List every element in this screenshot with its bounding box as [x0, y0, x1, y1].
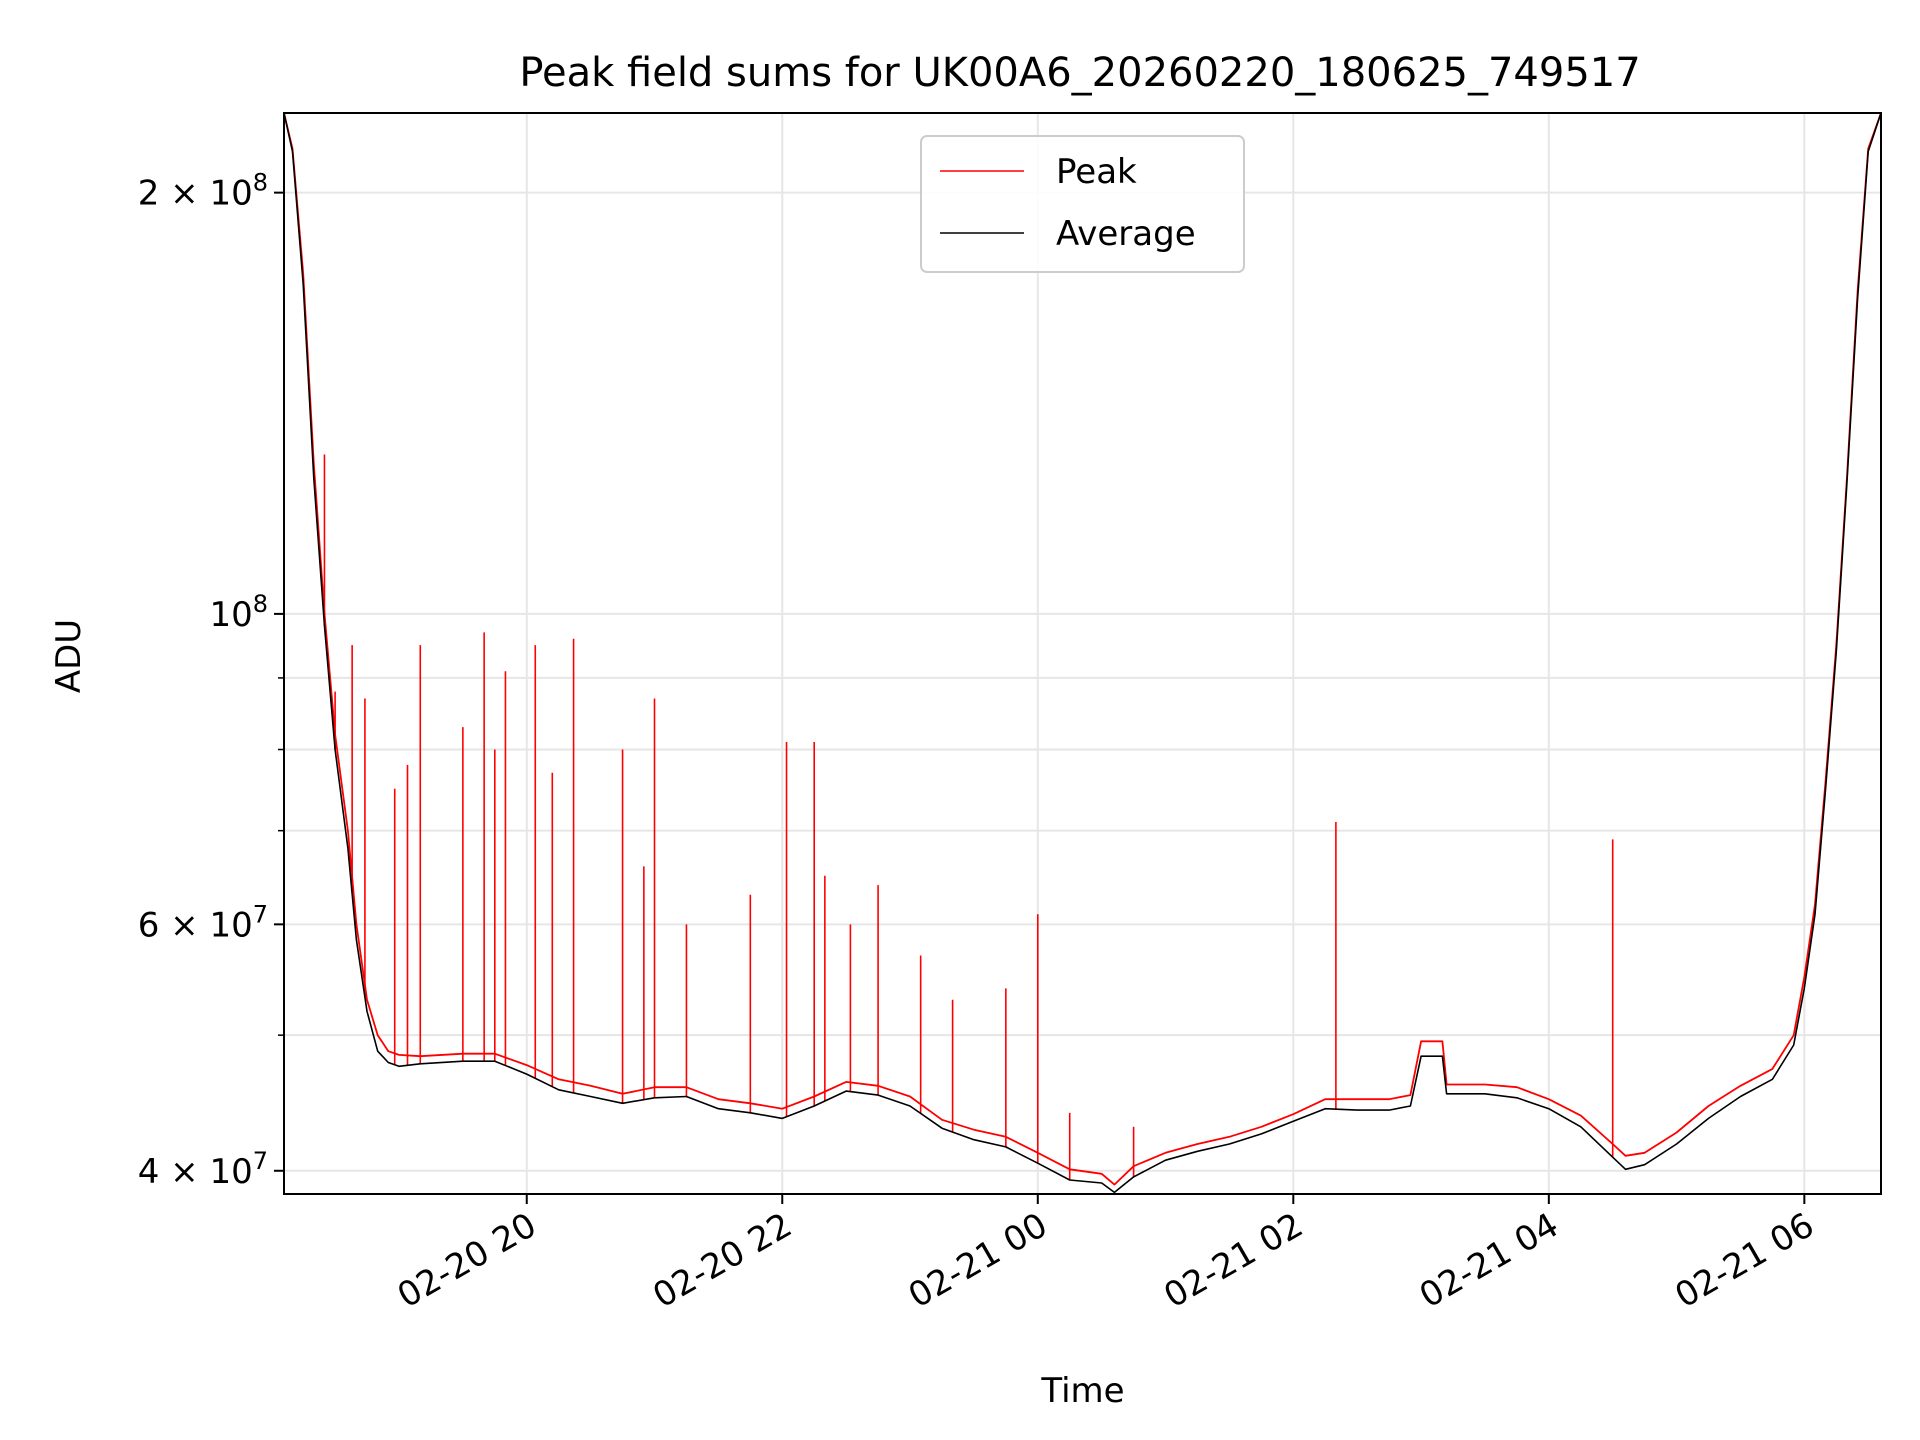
- legend-box: [920, 135, 1245, 273]
- chart-title: Peak field sums for UK00A6_20260220_1806…: [519, 50, 1640, 96]
- legend: Peak Average: [920, 135, 1245, 273]
- x-axis-label: Time: [1040, 1371, 1124, 1411]
- y-tick-label: 4 × 107: [138, 1147, 268, 1192]
- series-line-average: [284, 113, 1881, 1194]
- y-axis-label: ADU: [49, 619, 89, 693]
- plot-frame: [283, 112, 1882, 1195]
- series-line-peak: [284, 113, 1881, 1186]
- y-tick-label: 2 × 108: [138, 169, 268, 214]
- legend-label-peak: Peak: [1056, 152, 1137, 192]
- y-tick-label: 6 × 107: [138, 900, 268, 945]
- legend-label-average: Average: [1056, 214, 1196, 254]
- series-layer: [284, 113, 1881, 1194]
